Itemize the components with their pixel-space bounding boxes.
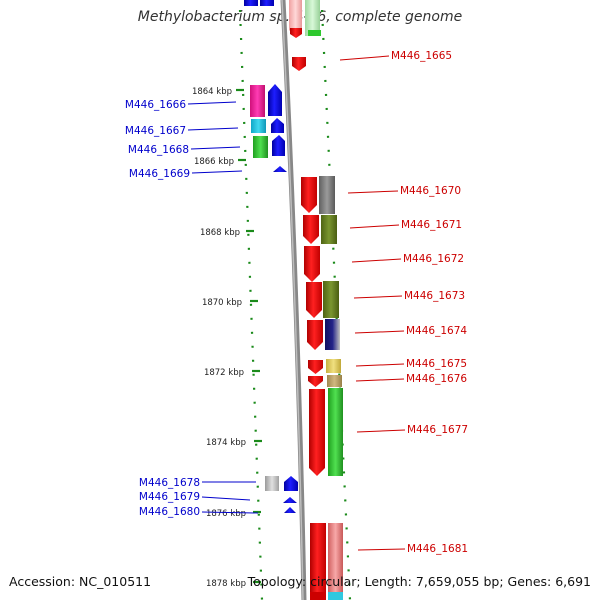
gene-label-1677: M446_1677: [407, 424, 468, 436]
gene-label-1675: M446_1675: [406, 358, 467, 370]
genome-backbone-highlight: [281, 0, 304, 600]
top-partial-genes: [244, 0, 321, 38]
gene-block-1667a: [251, 119, 266, 133]
gene-block-1666a: [250, 85, 265, 117]
gene-arrow-1671: [303, 215, 319, 244]
forward-strand-genes: [292, 57, 343, 600]
gene-label-1676: M446_1676: [406, 373, 467, 385]
gene-block-1668a: [253, 136, 268, 158]
gene-label-1671: M446_1671: [401, 219, 462, 231]
left-gene-labels: M446_1666 M446_1667 M446_1668 M446_1669 …: [125, 99, 200, 518]
tick-label-1866: 1866 kbp: [194, 157, 234, 167]
gene-block-1670b: [319, 176, 335, 214]
gene-block-1681b: [328, 523, 343, 600]
gene-label-1666: M446_1666: [125, 99, 186, 111]
gene-block-1678a: [265, 476, 279, 491]
gene-arrow-1678: [284, 476, 298, 491]
gene-label-1667: M446_1667: [125, 125, 186, 137]
gene-arrow-1668: [272, 135, 285, 156]
gene-label-1678: M446_1678: [139, 477, 200, 489]
gene-label-1673: M446_1673: [404, 290, 465, 302]
tick-label-1868: 1868 kbp: [200, 228, 240, 238]
gene-arrow-1675: [308, 360, 323, 374]
gene-label-1670: M446_1670: [400, 185, 461, 197]
gene-arrow-1674: [307, 320, 323, 350]
gene-arrow-1666: [268, 84, 282, 116]
gene-arrow-1673: [306, 282, 322, 318]
tick-label-1872: 1872 kbp: [204, 368, 244, 378]
gene-label-1680: M446_1680: [139, 506, 200, 518]
gene-block-1674b: [325, 319, 340, 350]
gene-arrow-1677: [309, 389, 325, 476]
gene-arrow-1669: [273, 166, 287, 172]
accession-label: Accession: NC_010511: [9, 574, 152, 589]
gene-arrow-1672: [304, 246, 320, 282]
guide-line-left: [238, 9, 264, 600]
gene-label-1669: M446_1669: [129, 168, 190, 180]
gene-label-1674: M446_1674: [406, 325, 467, 337]
gene-block-1676b: [327, 375, 342, 387]
gene-arrow-1680: [284, 507, 296, 513]
right-label-lines: [339, 55, 406, 551]
gene-arrow-1679: [283, 497, 297, 503]
gene-arrow-1681: [310, 523, 326, 600]
gene-label-1681: M446_1681: [407, 543, 468, 555]
gene-label-1679: M446_1679: [139, 491, 200, 503]
right-gene-labels: M446_1665 M446_1670 M446_1671 M446_1672 …: [391, 50, 468, 555]
gene-arrow-1670: [301, 177, 317, 213]
gene-arrow-1665: [292, 57, 306, 71]
gene-label-1672: M446_1672: [403, 253, 464, 265]
left-label-lines: [187, 101, 259, 514]
gene-block-1677b: [328, 388, 343, 476]
gene-block-1673b: [323, 281, 339, 318]
reverse-strand-genes: [250, 84, 298, 513]
tick-label-1876: 1876 kbp: [206, 509, 246, 519]
tick-label-1864: 1864 kbp: [192, 87, 232, 97]
gene-label-1668: M446_1668: [128, 144, 189, 156]
tick-label-1870: 1870 kbp: [202, 298, 242, 308]
gene-block-1671b: [321, 215, 337, 244]
genome-backbone: [280, 0, 307, 600]
gene-arrow-1676: [308, 376, 323, 387]
tick-label-1878: 1878 kbp: [206, 579, 246, 589]
scale-tick-labels: 1864 kbp 1866 kbp 1868 kbp 1870 kbp 1872…: [192, 87, 246, 589]
gene-block-1675b: [326, 359, 341, 373]
scale-ticks: [236, 88, 262, 584]
gene-label-1665: M446_1665: [391, 50, 452, 62]
gene-arrow-1667: [271, 118, 284, 133]
tick-label-1874: 1874 kbp: [206, 438, 246, 448]
topology-summary: Topology: circular; Length: 7,659,055 bp…: [247, 574, 591, 589]
